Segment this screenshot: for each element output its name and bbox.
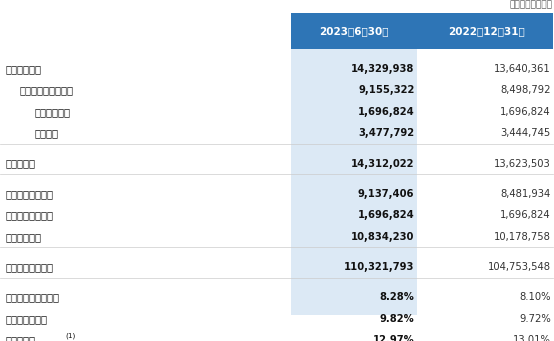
Text: 10,178,758: 10,178,758: [494, 232, 551, 242]
Text: 3,444,745: 3,444,745: [500, 128, 551, 138]
Text: 扣除前總資本: 扣除前總資本: [6, 64, 42, 74]
Text: 9.72%: 9.72%: [519, 314, 551, 324]
Text: 14,329,938: 14,329,938: [351, 64, 414, 74]
Text: 其中：核心一級資本: 其中：核心一級資本: [19, 86, 73, 95]
Text: 8,481,934: 8,481,934: [500, 189, 551, 199]
Text: 13.01%: 13.01%: [513, 335, 551, 341]
Text: 資本充足率: 資本充足率: [6, 335, 35, 341]
Text: 1,696,824: 1,696,824: [358, 107, 414, 117]
Text: 單位：人民幣千元: 單位：人民幣千元: [510, 1, 553, 10]
Text: 其他一級資本: 其他一級資本: [34, 107, 70, 117]
Text: 3,477,792: 3,477,792: [358, 128, 414, 138]
Text: 14,312,022: 14,312,022: [351, 159, 414, 168]
Text: 110,321,793: 110,321,793: [344, 262, 414, 272]
Text: 其他一級資本淨額: 其他一級資本淨額: [6, 210, 54, 220]
Text: 二級資本: 二級資本: [34, 128, 58, 138]
Text: 8,498,792: 8,498,792: [500, 86, 551, 95]
Text: 核心一級資本充足率: 核心一級資本充足率: [6, 292, 59, 302]
Text: 一級資本淨額: 一級資本淨額: [6, 232, 42, 242]
Text: 1,696,824: 1,696,824: [500, 210, 551, 220]
Text: 8.28%: 8.28%: [379, 292, 414, 302]
Text: 9,137,406: 9,137,406: [358, 189, 414, 199]
Text: 12.97%: 12.97%: [373, 335, 414, 341]
Text: 9,155,322: 9,155,322: [358, 86, 414, 95]
Text: (1): (1): [65, 333, 76, 339]
Text: 8.10%: 8.10%: [519, 292, 551, 302]
Text: 核心一級資本淨額: 核心一級資本淨額: [6, 189, 54, 199]
Text: 總資本淨額: 總資本淨額: [6, 159, 35, 168]
Text: 13,640,361: 13,640,361: [494, 64, 551, 74]
Text: 2023年6月30日: 2023年6月30日: [319, 26, 388, 36]
Text: 風險加權資產總額: 風險加權資產總額: [6, 262, 54, 272]
Text: 13,623,503: 13,623,503: [494, 159, 551, 168]
Text: 9.82%: 9.82%: [379, 314, 414, 324]
Text: 10,834,230: 10,834,230: [351, 232, 414, 242]
Text: 1,696,824: 1,696,824: [500, 107, 551, 117]
Text: 104,753,548: 104,753,548: [488, 262, 551, 272]
Text: 1,696,824: 1,696,824: [358, 210, 414, 220]
Text: 一級資本充足率: 一級資本充足率: [6, 314, 48, 324]
Text: 2022年12月31日: 2022年12月31日: [448, 26, 525, 36]
